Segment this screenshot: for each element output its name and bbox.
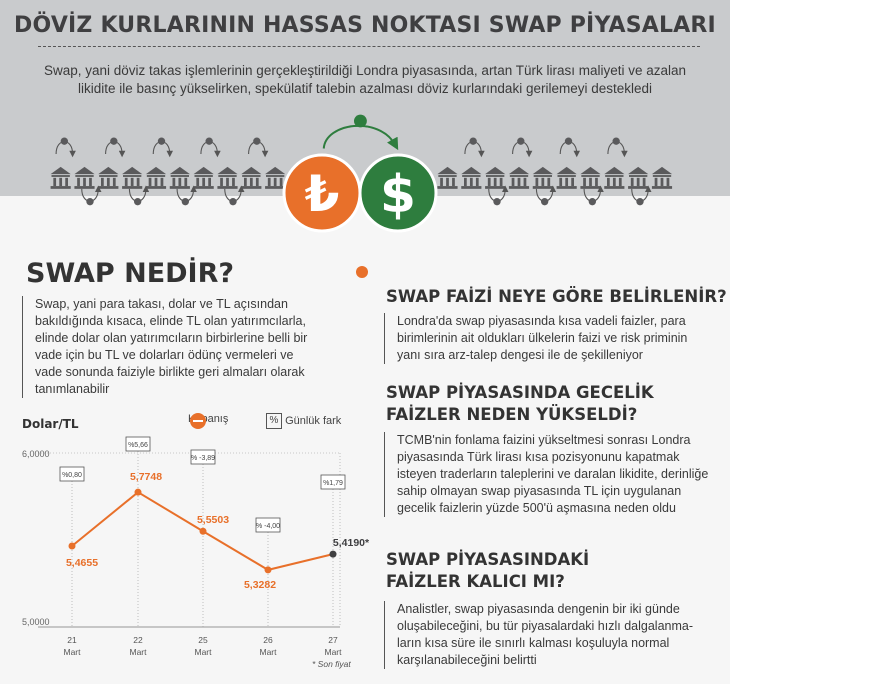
closing-value-label: 5,5503 <box>197 514 229 526</box>
legend-closing-swatch <box>190 413 206 429</box>
bank-network-right <box>437 138 673 206</box>
daily-change-label: % -3,89 <box>191 455 215 462</box>
swap-nedir-line: elinde dolar olan yatırımcıların birbirl… <box>35 331 308 345</box>
bank-network-left <box>50 138 286 206</box>
closing-point <box>329 550 337 558</box>
kalici-line: ların kısa süre ile sınırlı kalması koşu… <box>397 636 670 650</box>
x-tick-day: 27 <box>328 635 338 645</box>
legend-daily-swatch: % <box>266 413 282 429</box>
legend-daily: % Günlük fark <box>266 413 341 429</box>
x-tick-month: Mart <box>195 647 213 657</box>
kalici-title: SWAP PİYASASINDAKİ FAİZLER KALICI MI? <box>386 549 589 593</box>
closing-point <box>264 566 272 574</box>
swap-faizi-line: birimlerinin ait oldukları ülkelerin fai… <box>397 331 688 345</box>
daily-change-box <box>255 517 281 533</box>
page-subtitle: Swap, yani döviz takas işlemlerinin gerç… <box>43 63 687 96</box>
swap-nedir-line: bakıldığında kısaca, elinde TL olan yatı… <box>35 314 306 328</box>
closing-point <box>68 542 76 550</box>
chart-y-label: Dolar/TL <box>22 417 79 431</box>
x-tick-day: 22 <box>133 635 143 645</box>
swap-nedir-line: vade için bu TL ve dolarları ödünç verme… <box>35 348 294 362</box>
legend-closing: Kapanış <box>188 413 228 429</box>
closing-value-label: 5,3282 <box>244 579 276 591</box>
kalici-title-line: SWAP PİYASASINDAKİ <box>386 550 590 569</box>
swap-nedir-line: Swap, yani para takası, dolar ve TL açıs… <box>35 297 288 311</box>
x-tick-day: 26 <box>263 635 273 645</box>
title-divider <box>38 46 700 47</box>
daily-change-label: %0,80 <box>62 472 82 479</box>
swap-faizi-line: Londra'da swap piyasasında kısa vadeli f… <box>397 314 686 328</box>
y-tick-label: 5,0000 <box>22 617 50 627</box>
page-title: DÖVİZ KURLARININ HASSAS NOKTASI SWAP PİY… <box>14 13 716 38</box>
closing-point <box>134 488 142 496</box>
x-tick-month: Mart <box>64 647 82 657</box>
x-tick-month: Mart <box>130 647 148 657</box>
kalici-line: karşılanabileceğini belirtti <box>397 653 537 667</box>
swap-nedir-line: tanımlanabilir <box>35 382 110 396</box>
orange-arrow-dot <box>356 266 368 278</box>
dollar-coin-icon <box>358 153 438 233</box>
closing-value-label: 5,7748 <box>130 471 162 483</box>
gecelik-title-line: FAİZLER NEDEN YÜKSELDİ? <box>386 405 638 424</box>
y-tick-label: 6,0000 <box>22 449 50 459</box>
infographic: DÖVİZ KURLARININ HASSAS NOKTASI SWAP PİY… <box>0 0 730 680</box>
chart-canvas: 6,0000 5,0000 %0,80 %5,66 % -3,89 % -4,00 %1… <box>22 436 370 669</box>
x-tick-month: Mart <box>325 647 343 657</box>
daily-change-label: % -4,00 <box>256 523 280 530</box>
gecelik-line: sahip olmayan swap piyasasında TL için u… <box>397 484 682 498</box>
gecelik-line: piyasasında Türk lirası kısa pozisyonunu… <box>397 450 680 464</box>
dolar-tl-chart: Dolar/TL 6,0000 5,0000 %0,80 %5,66 % -3,89… <box>20 405 380 680</box>
dollar-symbol: $ <box>380 165 416 225</box>
gecelik-title: SWAP PİYASASINDA GECELİK FAİZLER NEDEN Y… <box>386 382 654 426</box>
x-tick-day: 21 <box>67 635 77 645</box>
green-arrow-dot <box>354 114 367 128</box>
lira-symbol: ₺ <box>305 165 340 223</box>
currency-icons: ₺ $ <box>282 153 438 278</box>
gecelik-body: TCMB'nin fonlama faizini yükseltmesi son… <box>384 432 724 517</box>
daily-change-box <box>190 449 216 465</box>
closing-value-label: 5,4655 <box>66 557 98 569</box>
currency-exchange-illustration <box>50 114 673 220</box>
legend-daily-label: Günlük fark <box>285 414 342 427</box>
swap-nedir-line: vade sonunda faiziyle birlikte geri alma… <box>35 365 305 379</box>
gecelik-line: TCMB'nin fonlama faizini yükseltmesi son… <box>397 433 691 447</box>
swap-faizi-line: yanı sıra arz-talep dengesi ile de şekil… <box>397 348 643 362</box>
kalici-body: Analistler, swap piyasasında dengenin bi… <box>384 601 724 669</box>
daily-change-box <box>320 474 346 490</box>
daily-change-label: %5,66 <box>128 442 148 449</box>
gecelik-line: gecelik faizlerin yüzde 500'ü aşmasına n… <box>397 501 676 515</box>
x-tick-month: Mart <box>260 647 278 657</box>
swap-nedir-body: Swap, yani para takası, dolar ve TL açıs… <box>22 296 342 398</box>
header-band <box>0 0 730 196</box>
daily-change-box <box>59 466 85 482</box>
swap-faizi-body: Londra'da swap piyasasında kısa vadeli f… <box>384 313 724 364</box>
gecelik-line: isteyen traderların taleplerini ve daral… <box>397 467 709 481</box>
closing-value-label: 5,4190* <box>333 537 370 549</box>
closing-point <box>199 527 207 535</box>
kalici-line: Analistler, swap piyasasında dengenin bi… <box>397 602 680 616</box>
chart-footnote: * Son fiyat <box>312 659 351 669</box>
kalici-title-line: FAİZLER KALICI MI? <box>386 572 565 591</box>
kalici-line: oluşabileceğini, bu tür piyasalardaki hı… <box>397 619 694 633</box>
daily-change-box <box>125 436 151 452</box>
x-tick-day: 25 <box>198 635 208 645</box>
daily-change-label: %1,79 <box>323 480 343 487</box>
swap-nedir-title: SWAP NEDİR? <box>26 258 235 289</box>
gecelik-title-line: SWAP PİYASASINDA GECELİK <box>386 383 654 402</box>
swap-faizi-title: SWAP FAİZİ NEYE GÖRE BELİRLENİR? <box>386 287 727 306</box>
green-exchange-arrow <box>322 124 399 151</box>
